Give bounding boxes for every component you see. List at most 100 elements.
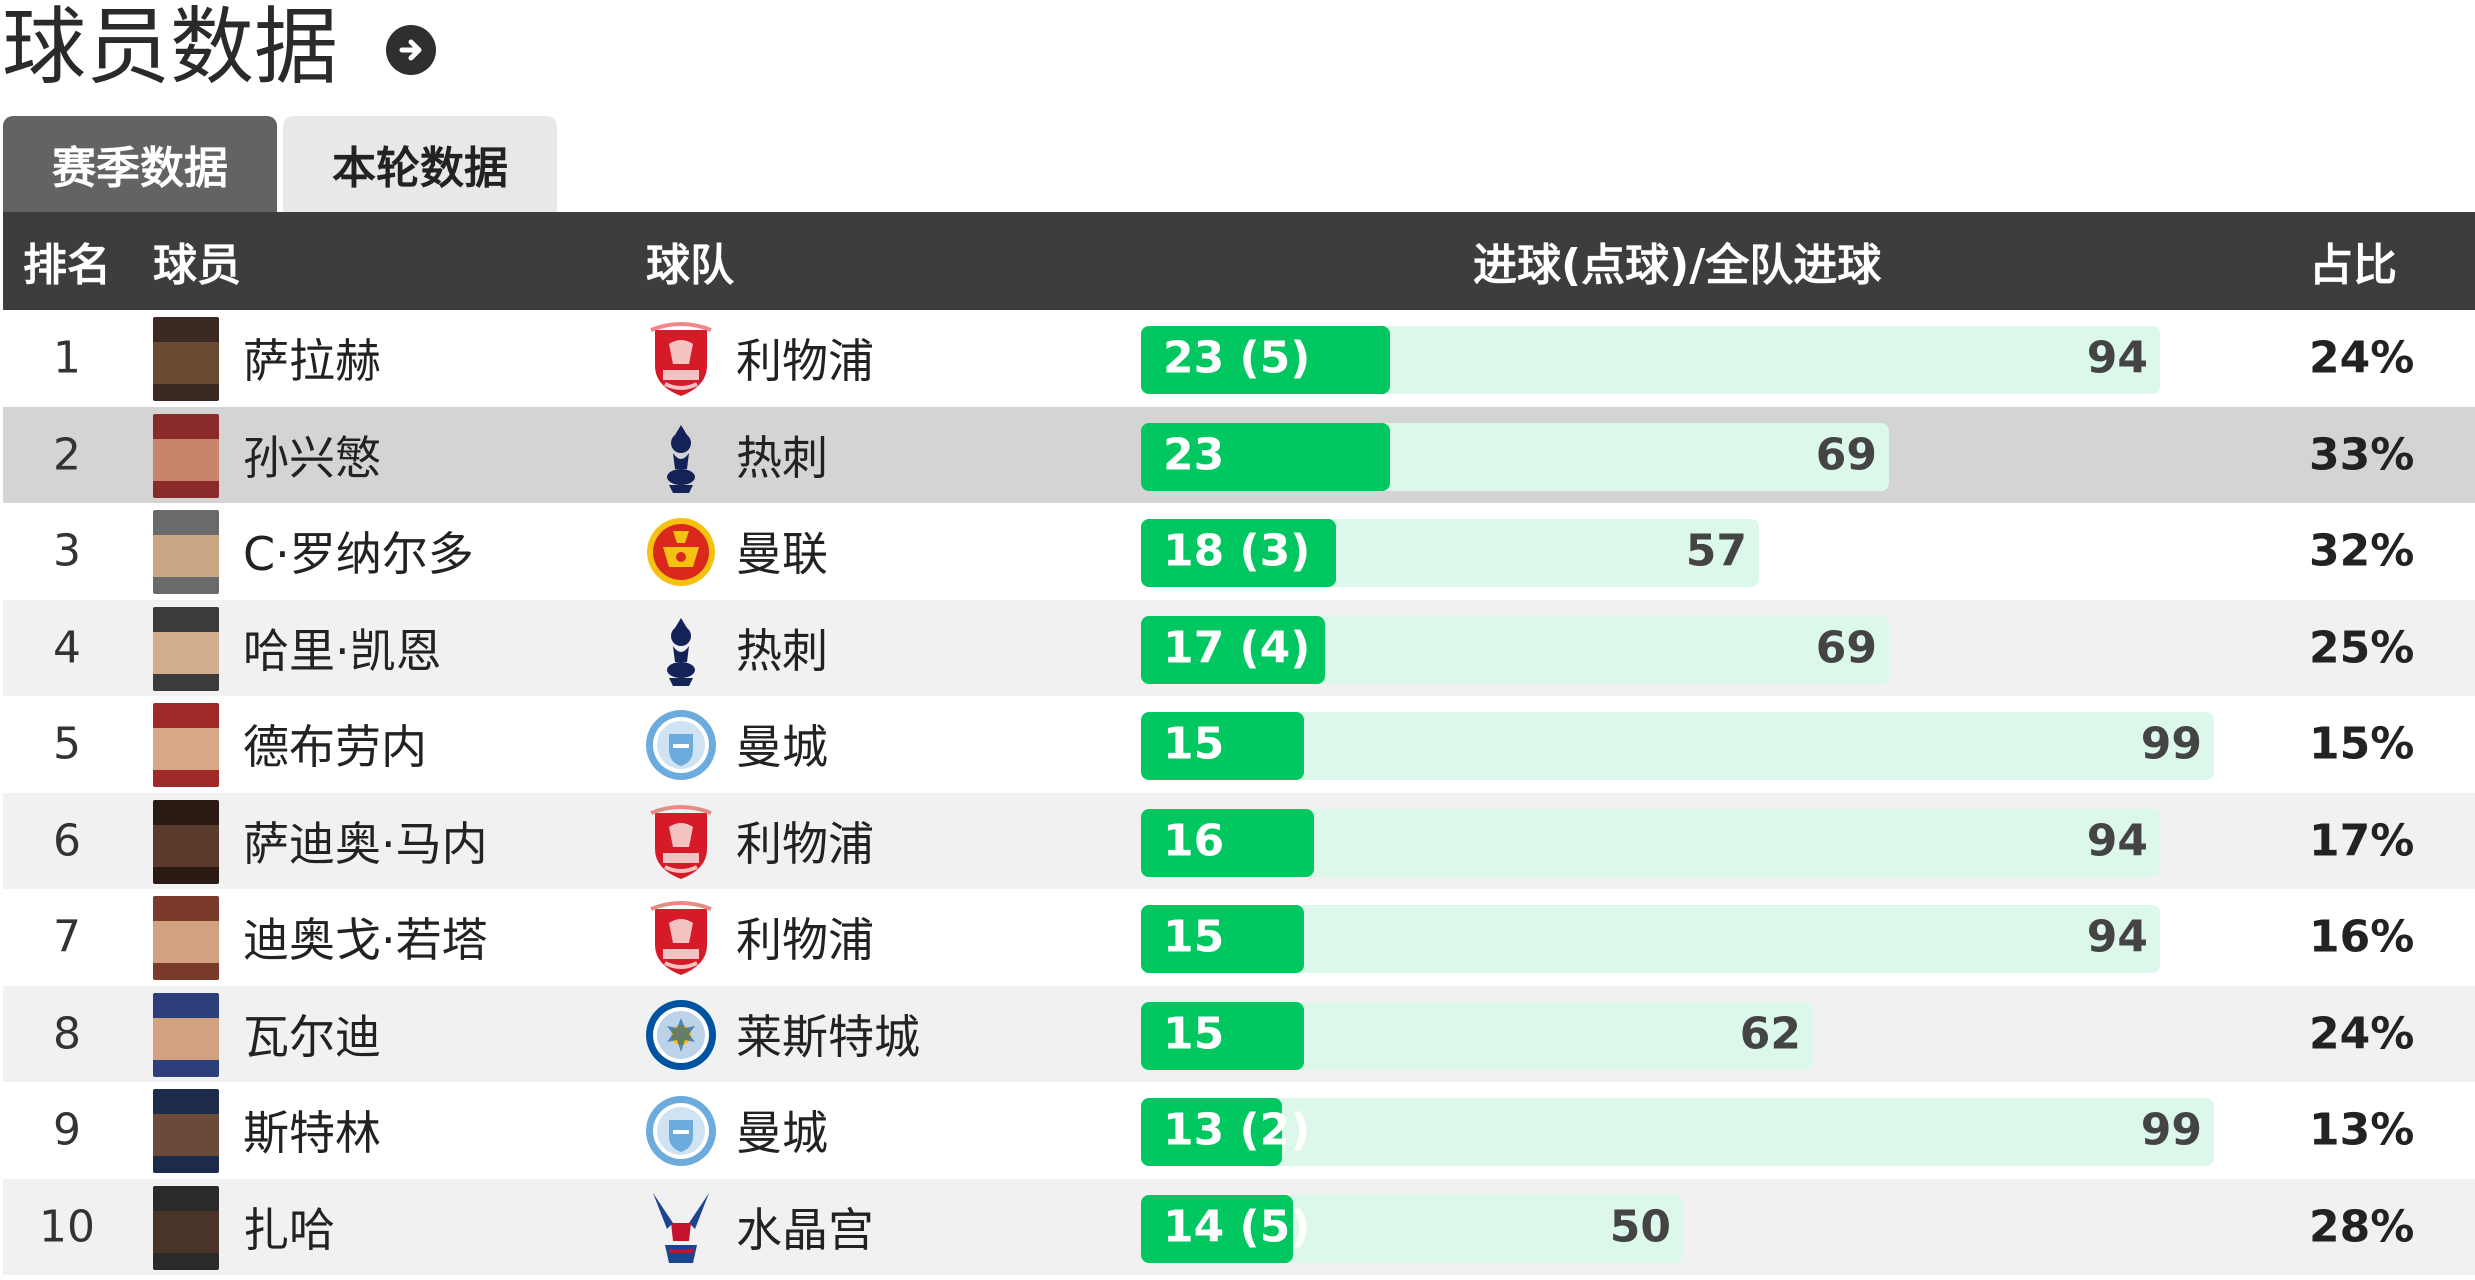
player-avatar bbox=[153, 510, 219, 594]
share-label: 33% bbox=[2309, 429, 2415, 481]
header-share: 占比 bbox=[2309, 240, 2397, 291]
table-row[interactable]: 1 萨拉赫 利物浦 23 (5) 94 24% bbox=[3, 310, 2475, 407]
rank-cell: 1 bbox=[53, 332, 81, 384]
header-rank: 排名 bbox=[23, 240, 111, 291]
rank-cell: 3 bbox=[53, 525, 81, 577]
liverpool-crest bbox=[643, 320, 719, 398]
share-label: 17% bbox=[2309, 815, 2415, 867]
team-name[interactable]: 曼城 bbox=[736, 720, 828, 775]
header-goals: 进球(点球)/全队进球 bbox=[1473, 240, 1882, 291]
team-goals-label: 57 bbox=[1685, 525, 1747, 577]
player-goals-bar bbox=[1141, 905, 1304, 973]
player-name[interactable]: 孙兴慜 bbox=[243, 430, 381, 485]
table-body: 1 萨拉赫 利物浦 23 (5) 94 24% 2 孙兴慜 热刺 23 69 33% 3 C·罗纳尔多 曼联… bbox=[3, 310, 2475, 1275]
mancity-crest bbox=[643, 706, 719, 784]
mancity-crest bbox=[643, 1092, 719, 1170]
player-name[interactable]: C·罗纳尔多 bbox=[243, 527, 474, 582]
team-name[interactable]: 利物浦 bbox=[736, 816, 874, 871]
table-row[interactable]: 7 迪奥戈·若塔 利物浦 15 94 16% bbox=[3, 889, 2475, 986]
goals-label: 23 bbox=[1163, 429, 1225, 481]
team-goals-label: 62 bbox=[1739, 1008, 1801, 1060]
table-row[interactable]: 6 萨迪奥·马内 利物浦 16 94 17% bbox=[3, 792, 2475, 889]
player-avatar bbox=[153, 896, 219, 980]
team-goals-label: 94 bbox=[2086, 332, 2148, 384]
stats-tabs: 赛季数据 本轮数据 bbox=[3, 116, 563, 212]
player-goals-bar bbox=[1141, 1098, 1282, 1166]
table-row[interactable]: 4 哈里·凯恩 热刺 17 (4) 69 25% bbox=[3, 599, 2475, 696]
rank-cell: 7 bbox=[53, 911, 81, 963]
rank-cell: 5 bbox=[53, 718, 81, 770]
table-row[interactable]: 2 孙兴慜 热刺 23 69 33% bbox=[3, 406, 2475, 503]
share-label: 16% bbox=[2309, 911, 2415, 963]
goals-label: 16 bbox=[1163, 815, 1225, 867]
team-name[interactable]: 利物浦 bbox=[736, 913, 874, 968]
rank-cell: 8 bbox=[53, 1008, 81, 1060]
goals-label: 13 (2) bbox=[1163, 1104, 1311, 1156]
goals-label: 23 (5) bbox=[1163, 332, 1311, 384]
player-name[interactable]: 斯特林 bbox=[243, 1106, 381, 1161]
page-title: 球员数据 bbox=[2, 0, 339, 96]
player-goals-bar bbox=[1141, 712, 1304, 780]
player-avatar bbox=[153, 606, 219, 691]
player-goals-bar bbox=[1141, 1001, 1304, 1070]
rank-cell: 4 bbox=[53, 622, 81, 674]
team-goals-label: 94 bbox=[2086, 911, 2148, 963]
team-name[interactable]: 水晶宫 bbox=[736, 1202, 874, 1257]
player-avatar bbox=[153, 992, 219, 1077]
player-name[interactable]: 迪奥戈·若塔 bbox=[243, 913, 488, 968]
player-name[interactable]: 扎哈 bbox=[243, 1202, 335, 1257]
player-name[interactable]: 德布劳内 bbox=[243, 720, 427, 775]
team-name[interactable]: 热刺 bbox=[736, 623, 828, 678]
arrow-right-icon bbox=[399, 39, 422, 61]
share-label: 32% bbox=[2309, 525, 2415, 577]
player-goals-bar bbox=[1141, 1194, 1293, 1263]
goals-label: 15 bbox=[1163, 1008, 1225, 1060]
team-name[interactable]: 莱斯特城 bbox=[736, 1009, 920, 1064]
table-row[interactable]: 5 德布劳内 曼城 15 99 15% bbox=[3, 696, 2475, 793]
header-player: 球员 bbox=[153, 240, 241, 291]
goals-label: 17 (4) bbox=[1163, 622, 1311, 674]
team-name[interactable]: 热刺 bbox=[736, 430, 828, 485]
goals-label: 15 bbox=[1163, 718, 1225, 770]
player-goals-bar bbox=[1141, 519, 1336, 587]
team-goals-bar bbox=[1141, 905, 2160, 973]
liverpool-crest bbox=[643, 803, 719, 881]
manutd-crest bbox=[643, 513, 719, 591]
player-avatar bbox=[153, 1089, 219, 1173]
player-goals-bar bbox=[1141, 808, 1314, 877]
rank-cell: 9 bbox=[53, 1104, 81, 1156]
player-avatar bbox=[153, 799, 219, 884]
player-name[interactable]: 哈里·凯恩 bbox=[243, 623, 442, 678]
team-goals-label: 99 bbox=[2140, 718, 2202, 770]
share-label: 24% bbox=[2309, 1008, 2415, 1060]
rank-cell: 6 bbox=[53, 815, 81, 867]
team-goals-bar bbox=[1141, 712, 2214, 780]
player-name[interactable]: 萨迪奥·马内 bbox=[243, 816, 488, 871]
player-name[interactable]: 瓦尔迪 bbox=[243, 1009, 381, 1064]
table-row[interactable]: 10 扎哈 水晶宫 14 (5) 50 28% bbox=[3, 1178, 2475, 1275]
player-avatar bbox=[153, 317, 219, 401]
share-label: 13% bbox=[2309, 1104, 2415, 1156]
tab-round-stats[interactable]: 本轮数据 bbox=[283, 116, 557, 212]
share-label: 24% bbox=[2309, 332, 2415, 384]
table-row[interactable]: 9 斯特林 曼城 13 (2) 99 13% bbox=[3, 1082, 2475, 1179]
player-avatar bbox=[153, 703, 219, 787]
team-name[interactable]: 曼城 bbox=[736, 1106, 828, 1161]
table-row[interactable]: 8 瓦尔迪 莱斯特城 15 62 24% bbox=[3, 985, 2475, 1082]
player-goals-bar bbox=[1141, 615, 1325, 684]
page-header: 球员数据 bbox=[0, 0, 437, 100]
table-row[interactable]: 3 C·罗纳尔多 曼联 18 (3) 57 32% bbox=[3, 503, 2475, 600]
tottenham-crest bbox=[643, 610, 719, 688]
player-avatar bbox=[153, 413, 219, 498]
leicester-crest bbox=[643, 996, 719, 1074]
team-goals-label: 69 bbox=[1815, 622, 1877, 674]
liverpool-crest bbox=[643, 899, 719, 977]
tab-season-stats[interactable]: 赛季数据 bbox=[3, 116, 277, 212]
goals-label: 15 bbox=[1163, 911, 1225, 963]
player-name[interactable]: 萨拉赫 bbox=[243, 334, 381, 389]
rank-cell: 10 bbox=[39, 1201, 95, 1253]
team-name[interactable]: 利物浦 bbox=[736, 334, 874, 389]
team-name[interactable]: 曼联 bbox=[736, 527, 828, 582]
team-goals-label: 69 bbox=[1815, 429, 1877, 481]
more-arrow-button[interactable] bbox=[386, 25, 437, 75]
